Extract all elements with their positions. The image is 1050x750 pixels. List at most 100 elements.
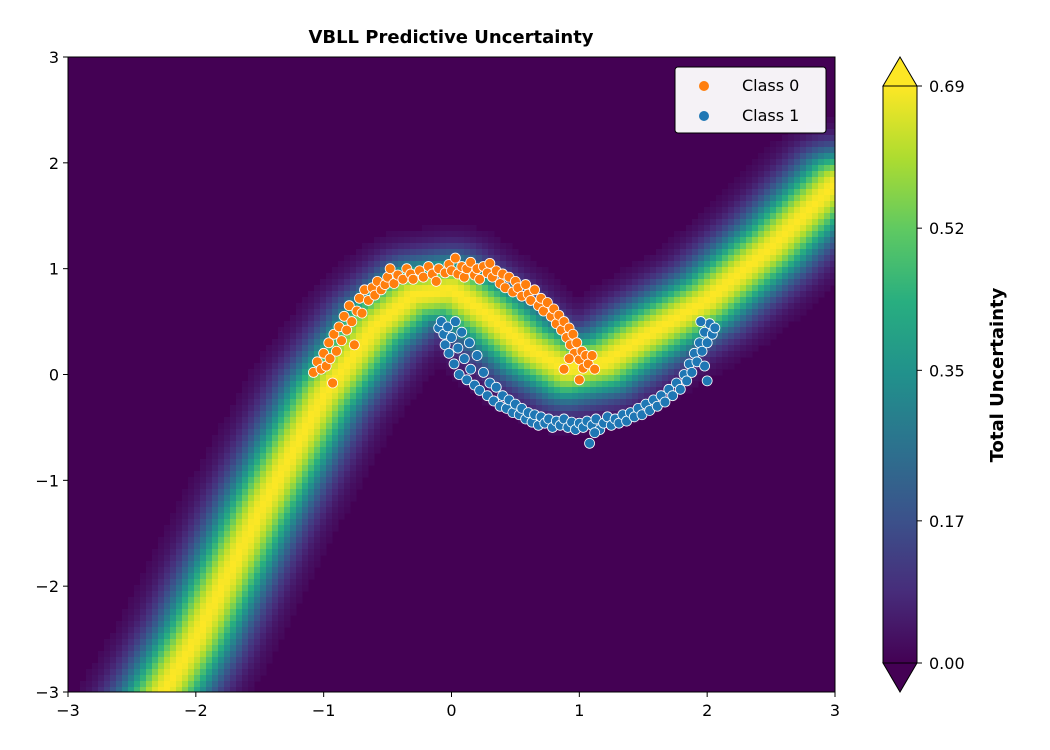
heatmap-cell <box>332 339 339 346</box>
heatmap-cell <box>512 327 519 334</box>
heatmap-cell <box>710 225 717 232</box>
heatmap-cell <box>566 303 573 310</box>
heatmap-cell <box>266 549 273 556</box>
heatmap-cell <box>296 525 303 532</box>
heatmap-cell <box>296 339 303 346</box>
heatmap-cell <box>338 405 345 412</box>
heatmap-cell <box>596 321 603 328</box>
heatmap-cell <box>188 513 195 520</box>
heatmap-cell <box>212 615 219 622</box>
heatmap-cell <box>596 369 603 376</box>
heatmap-cell <box>818 189 825 196</box>
heatmap-cell <box>770 249 777 256</box>
heatmap-cell <box>692 279 699 286</box>
heatmap-cell <box>566 363 573 370</box>
heatmap-cell <box>686 255 693 262</box>
heatmap-cell <box>236 651 243 658</box>
heatmap-cell <box>164 561 171 568</box>
heatmap-cell <box>164 579 171 586</box>
heatmap-cell <box>428 345 435 352</box>
heatmap-cell <box>368 381 375 388</box>
heatmap-cell <box>686 249 693 256</box>
heatmap-cell <box>170 615 177 622</box>
heatmap-cell <box>290 567 297 574</box>
heatmap-cell <box>764 339 771 346</box>
heatmap-cell <box>410 297 417 304</box>
heatmap-cell <box>542 327 549 334</box>
heatmap-cell <box>818 201 825 208</box>
heatmap-cell <box>206 489 213 496</box>
heatmap-cell <box>314 465 321 472</box>
heatmap-cell <box>140 597 147 604</box>
heatmap-cell <box>188 603 195 610</box>
heatmap-cell <box>338 423 345 430</box>
heatmap-cell <box>416 261 423 268</box>
heatmap-cell <box>308 381 315 388</box>
heatmap-cell <box>626 279 633 286</box>
heatmap-cell <box>368 363 375 370</box>
heatmap-cell <box>812 255 819 262</box>
heatmap-cell <box>362 243 369 250</box>
heatmap-cell <box>398 315 405 322</box>
heatmap-cell <box>422 339 429 346</box>
heatmap-cell <box>278 387 285 394</box>
heatmap-cell <box>200 531 207 538</box>
heatmap-cell <box>308 297 315 304</box>
heatmap-cell <box>758 321 765 328</box>
heatmap-cell <box>758 231 765 238</box>
heatmap-cell <box>266 393 273 400</box>
heatmap-cell <box>368 315 375 322</box>
heatmap-cell <box>302 321 309 328</box>
heatmap-cell <box>398 411 405 418</box>
heatmap-cell <box>362 369 369 376</box>
heatmap-cell <box>368 453 375 460</box>
heatmap-cell <box>392 381 399 388</box>
heatmap-cell <box>308 573 315 580</box>
heatmap-cell <box>596 345 603 352</box>
heatmap-cell <box>242 657 249 664</box>
heatmap-cell <box>278 537 285 544</box>
heatmap-cell <box>158 633 165 640</box>
heatmap-cell <box>242 513 249 520</box>
point-class-1 <box>686 366 698 378</box>
heatmap-cell <box>698 267 705 274</box>
heatmap-cell <box>242 681 249 688</box>
heatmap-cell <box>176 525 183 532</box>
heatmap-cell <box>764 225 771 232</box>
heatmap-cell <box>206 513 213 520</box>
heatmap-cell <box>662 273 669 280</box>
heatmap-cell <box>692 297 699 304</box>
point-class-0 <box>571 337 583 349</box>
heatmap-cell <box>206 465 213 472</box>
heatmap-cell <box>248 621 255 628</box>
heatmap-cell <box>194 531 201 538</box>
heatmap-cell <box>206 585 213 592</box>
heatmap-cell <box>284 603 291 610</box>
heatmap-cell <box>596 387 603 394</box>
heatmap-cell <box>548 375 555 382</box>
heatmap-cell <box>740 255 747 262</box>
heatmap-cell <box>230 429 237 436</box>
heatmap-cell <box>614 399 621 406</box>
heatmap-cell <box>620 303 627 310</box>
heatmap-cell <box>182 645 189 652</box>
heatmap-cell <box>188 573 195 580</box>
heatmap-cell <box>248 561 255 568</box>
heatmap-cell <box>326 447 333 454</box>
heatmap-cell <box>398 375 405 382</box>
heatmap-cell <box>254 663 261 670</box>
heatmap-cell <box>806 171 813 178</box>
heatmap-cell <box>704 207 711 214</box>
heatmap-cell <box>200 585 207 592</box>
heatmap-cell <box>830 219 835 226</box>
heatmap-cell <box>614 393 621 400</box>
heatmap-cell <box>488 339 495 346</box>
heatmap-cell <box>398 261 405 268</box>
heatmap-cell <box>464 315 471 322</box>
heatmap-cell <box>518 339 525 346</box>
heatmap-cell <box>464 327 471 334</box>
heatmap-cell <box>314 399 321 406</box>
heatmap-cell <box>224 651 231 658</box>
heatmap-cell <box>728 291 735 298</box>
heatmap-cell <box>728 321 735 328</box>
